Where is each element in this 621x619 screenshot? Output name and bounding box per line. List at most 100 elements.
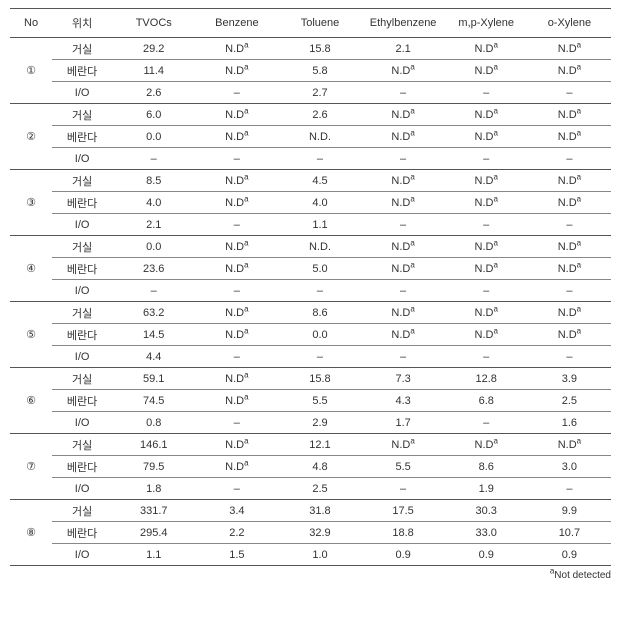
group-number: ⑦: [10, 434, 52, 500]
location-cell: 거실: [52, 368, 112, 390]
value-cell: 1.8: [112, 478, 195, 500]
value-cell: N.Da: [528, 104, 611, 126]
value-cell: N.Da: [362, 302, 445, 324]
value-cell: 15.8: [278, 38, 361, 60]
footnote-text: Not detected: [554, 570, 611, 581]
value-cell: 33.0: [445, 522, 528, 544]
value-cell: N.Da: [528, 434, 611, 456]
group-number: ③: [10, 170, 52, 236]
col-tvocs: TVOCs: [112, 9, 195, 38]
table-row: ⑦거실146.1N.Da12.1N.DaN.DaN.Da: [10, 434, 611, 456]
value-cell: N.Da: [445, 192, 528, 214]
table-header-row: No 위치 TVOCs Benzene Toluene Ethylbenzene…: [10, 9, 611, 38]
value-cell: –: [195, 346, 278, 368]
location-cell: 거실: [52, 38, 112, 60]
location-cell: I/O: [52, 82, 112, 104]
value-cell: –: [445, 280, 528, 302]
value-cell: N.Da: [528, 60, 611, 82]
value-cell: N.Da: [445, 302, 528, 324]
value-cell: N.Da: [195, 390, 278, 412]
value-cell: N.Da: [362, 170, 445, 192]
value-cell: 12.1: [278, 434, 361, 456]
value-cell: N.Da: [195, 456, 278, 478]
value-cell: N.Da: [528, 258, 611, 280]
location-cell: 베란다: [52, 126, 112, 148]
table-row: I/O0.8–2.91.7–1.6: [10, 412, 611, 434]
group-number: ④: [10, 236, 52, 302]
table-row: 베란다295.42.232.918.833.010.7: [10, 522, 611, 544]
table-row: 베란다23.6N.Da5.0N.DaN.DaN.Da: [10, 258, 611, 280]
value-cell: N.Da: [195, 60, 278, 82]
location-cell: I/O: [52, 346, 112, 368]
value-cell: N.Da: [445, 104, 528, 126]
value-cell: 4.0: [278, 192, 361, 214]
location-cell: I/O: [52, 544, 112, 566]
value-cell: N.Da: [528, 126, 611, 148]
table-row: ①거실29.2N.Da15.82.1N.DaN.Da: [10, 38, 611, 60]
value-cell: N.D.: [278, 126, 361, 148]
table-row: 베란다74.5N.Da5.54.36.82.5: [10, 390, 611, 412]
value-cell: N.Da: [362, 192, 445, 214]
value-cell: N.Da: [195, 434, 278, 456]
col-ethylbenzene: Ethylbenzene: [362, 9, 445, 38]
value-cell: 146.1: [112, 434, 195, 456]
value-cell: 1.7: [362, 412, 445, 434]
table-row: 베란다79.5N.Da4.85.58.63.0: [10, 456, 611, 478]
voc-data-table: No 위치 TVOCs Benzene Toluene Ethylbenzene…: [10, 8, 611, 566]
value-cell: 7.3: [362, 368, 445, 390]
value-cell: 1.1: [112, 544, 195, 566]
value-cell: –: [528, 82, 611, 104]
value-cell: –: [278, 148, 361, 170]
value-cell: –: [112, 148, 195, 170]
value-cell: 0.8: [112, 412, 195, 434]
group-number: ⑧: [10, 500, 52, 566]
value-cell: N.Da: [362, 104, 445, 126]
table-row: 베란다14.5N.Da0.0N.DaN.DaN.Da: [10, 324, 611, 346]
value-cell: N.Da: [445, 258, 528, 280]
value-cell: –: [195, 478, 278, 500]
value-cell: –: [195, 82, 278, 104]
location-cell: I/O: [52, 478, 112, 500]
value-cell: N.Da: [195, 192, 278, 214]
value-cell: 3.9: [528, 368, 611, 390]
value-cell: 1.5: [195, 544, 278, 566]
table-row: ⑥거실59.1N.Da15.87.312.83.9: [10, 368, 611, 390]
group-number: ⑥: [10, 368, 52, 434]
value-cell: –: [445, 214, 528, 236]
table-row: I/O2.6–2.7–––: [10, 82, 611, 104]
value-cell: N.Da: [362, 434, 445, 456]
location-cell: 베란다: [52, 522, 112, 544]
value-cell: 0.0: [112, 236, 195, 258]
value-cell: 59.1: [112, 368, 195, 390]
value-cell: N.Da: [445, 126, 528, 148]
value-cell: N.Da: [445, 170, 528, 192]
value-cell: –: [278, 346, 361, 368]
value-cell: N.Da: [195, 104, 278, 126]
value-cell: N.Da: [528, 236, 611, 258]
value-cell: 30.3: [445, 500, 528, 522]
value-cell: N.Da: [362, 324, 445, 346]
value-cell: –: [528, 148, 611, 170]
value-cell: 18.8: [362, 522, 445, 544]
table-row: 베란다0.0N.DaN.D.N.DaN.DaN.Da: [10, 126, 611, 148]
value-cell: 5.0: [278, 258, 361, 280]
value-cell: 2.6: [278, 104, 361, 126]
value-cell: 0.0: [112, 126, 195, 148]
value-cell: N.Da: [195, 368, 278, 390]
col-o-xylene: o-Xylene: [528, 9, 611, 38]
value-cell: N.Da: [445, 236, 528, 258]
value-cell: 331.7: [112, 500, 195, 522]
value-cell: N.Da: [195, 302, 278, 324]
table-row: ②거실6.0N.Da2.6N.DaN.DaN.Da: [10, 104, 611, 126]
value-cell: 4.8: [278, 456, 361, 478]
value-cell: 2.1: [112, 214, 195, 236]
value-cell: –: [362, 478, 445, 500]
value-cell: 2.5: [278, 478, 361, 500]
location-cell: 베란다: [52, 60, 112, 82]
value-cell: –: [195, 148, 278, 170]
value-cell: N.Da: [362, 258, 445, 280]
table-row: I/O2.1–1.1–––: [10, 214, 611, 236]
value-cell: 1.1: [278, 214, 361, 236]
value-cell: 2.1: [362, 38, 445, 60]
location-cell: 거실: [52, 170, 112, 192]
